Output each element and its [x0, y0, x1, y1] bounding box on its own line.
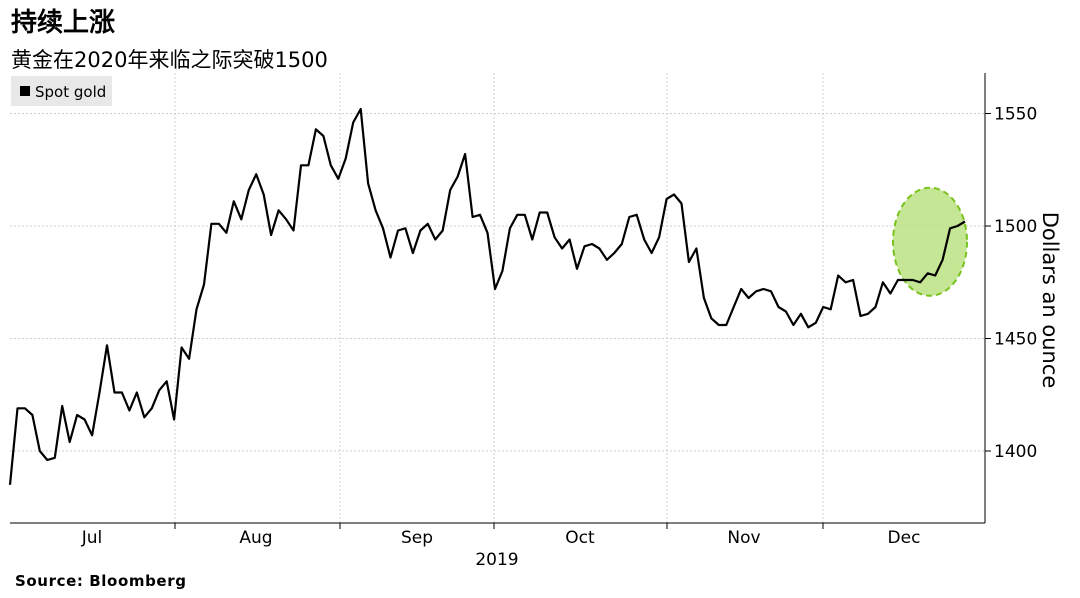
x-tick-label-oct: Oct: [565, 528, 595, 548]
chart-title: 持续上涨: [11, 8, 116, 38]
highlight-ellipse: [892, 186, 968, 297]
spot-gold-line: [8, 107, 966, 485]
chart-subtitle: 黄金在2020年来临之际突破1500: [11, 48, 328, 72]
y-tick-label-1450: 1450: [994, 330, 1037, 350]
y-ticks: 1400 1450 1500 1550: [985, 105, 1037, 462]
gridlines: [10, 73, 985, 523]
y-tick-label-1400: 1400: [994, 442, 1037, 462]
legend-label-spot-gold: Spot gold: [35, 83, 106, 101]
legend-swatch: [20, 86, 30, 96]
x-tick-label-nov: Nov: [727, 528, 760, 548]
x-year-label: 2019: [475, 550, 518, 570]
legend: Spot gold: [11, 76, 112, 106]
x-ticks: Jul Aug Sep Oct Nov Dec: [81, 523, 921, 548]
y-tick-label-1500: 1500: [994, 217, 1037, 237]
x-tick-label-aug: Aug: [239, 528, 272, 548]
source-note: Source: Bloomberg: [15, 572, 187, 590]
x-tick-label-dec: Dec: [888, 528, 921, 548]
x-tick-label-jul: Jul: [81, 528, 103, 548]
y-axis-title: Dollars an ounce: [1038, 212, 1062, 389]
x-tick-label-sep: Sep: [401, 528, 433, 548]
y-tick-label-1550: 1550: [994, 105, 1037, 125]
